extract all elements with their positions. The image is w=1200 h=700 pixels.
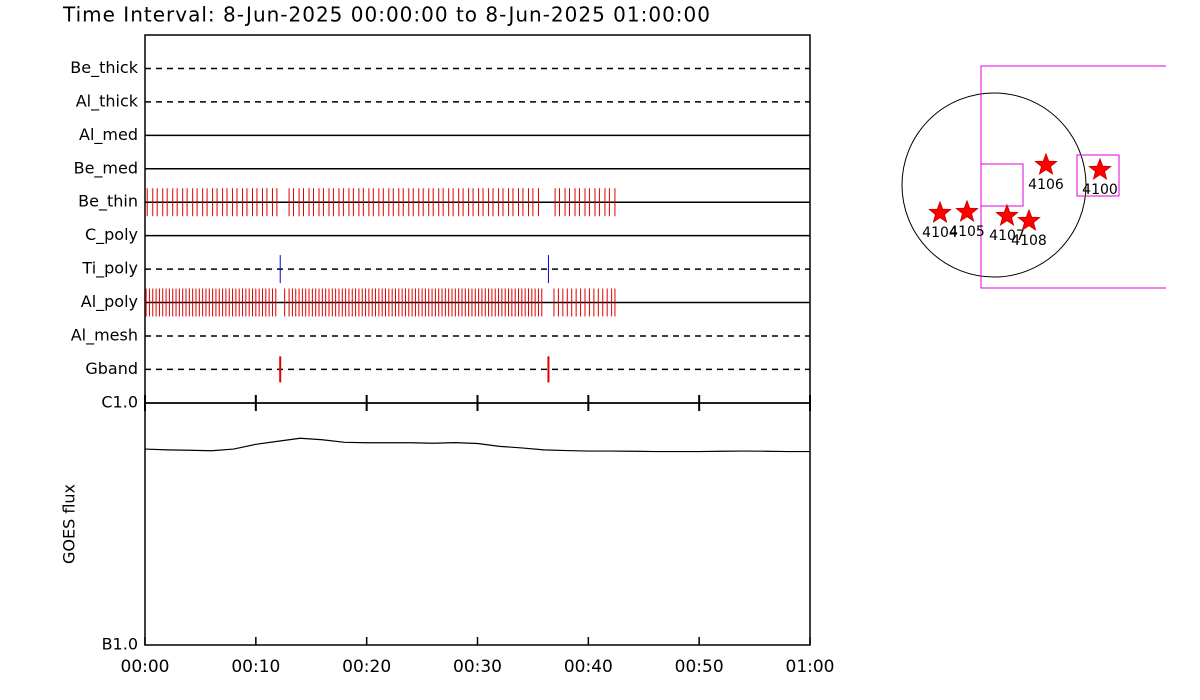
region-star <box>928 200 952 224</box>
region-label: 4108 <box>1011 233 1047 249</box>
x-tick-label: 00:10 <box>231 657 280 677</box>
x-tick-label: 00:20 <box>342 657 391 677</box>
row-label: C_poly <box>85 225 138 245</box>
y-axis-label: GOES flux <box>60 484 79 564</box>
region-star <box>1034 152 1058 176</box>
region-label: 4106 <box>1028 177 1064 193</box>
region-star <box>955 199 979 223</box>
row-label: Al_poly <box>81 292 138 312</box>
y-tick-label: C1.0 <box>101 393 138 412</box>
flux-line <box>144 437 810 453</box>
row-label: Be_thick <box>70 58 138 78</box>
fov-box <box>980 163 1024 207</box>
x-tick-label: 00:30 <box>453 657 502 677</box>
x-tick-label: 00:00 <box>121 657 170 677</box>
row-label: Al_thick <box>76 91 139 111</box>
chart-title: Time Interval: 8-Jun-2025 00:00:00 to 8-… <box>62 3 711 27</box>
y-tick-label: B1.0 <box>102 635 138 654</box>
row-label: Al_med <box>79 125 138 145</box>
region-star <box>1017 208 1041 232</box>
fov-box <box>1076 154 1120 197</box>
region-star <box>1088 157 1112 181</box>
region-label: 4107 <box>989 228 1025 244</box>
x-tick-label: 00:40 <box>564 657 613 677</box>
row-label: Be_thin <box>78 192 138 212</box>
row-label: Ti_poly <box>81 259 138 279</box>
x-tick-label: 00:50 <box>675 657 724 677</box>
row-label: Gband <box>85 359 138 378</box>
x-tick-label: 01:00 <box>786 657 835 677</box>
region-star <box>995 203 1019 227</box>
region-label: 4105 <box>949 224 985 240</box>
row-label: Be_med <box>74 158 138 178</box>
solar-disk <box>901 92 1087 278</box>
row-label: Al_mesh <box>71 325 138 345</box>
region-label: 4104 <box>922 225 958 241</box>
region-label: 4100 <box>1082 182 1118 198</box>
